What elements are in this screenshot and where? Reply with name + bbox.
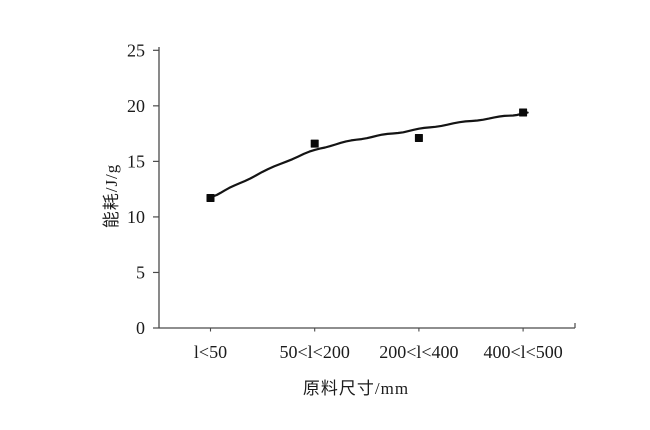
data-point xyxy=(310,139,319,148)
x-category-label: 200<l<400 xyxy=(379,342,458,362)
fit-curve xyxy=(209,111,529,199)
y-tick-label: 20 xyxy=(127,96,145,116)
x-axis-label: 原料尺寸/mm xyxy=(302,379,410,398)
x-category-label: l<50 xyxy=(194,342,227,362)
data-point xyxy=(414,134,423,143)
x-category-label: 400<l<500 xyxy=(483,342,562,362)
y-axis-label: 能耗/J/g xyxy=(102,163,121,229)
y-tick-label: 15 xyxy=(127,151,145,171)
y-tick-label: 0 xyxy=(136,318,145,338)
data-point xyxy=(519,108,528,117)
y-tick-label: 25 xyxy=(127,40,145,60)
data-point xyxy=(206,194,215,203)
y-tick-label: 10 xyxy=(127,207,145,227)
y-tick-label: 5 xyxy=(136,262,145,282)
x-category-label: 50<l<200 xyxy=(280,342,350,362)
